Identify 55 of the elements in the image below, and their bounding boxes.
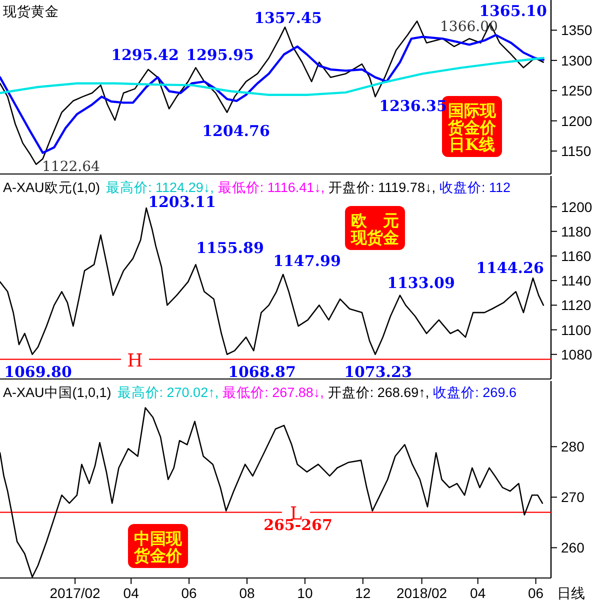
annotation: 最低价: 1116.41↓, [218, 180, 325, 195]
chart-title: A-XAU欧元(1,0) [3, 180, 100, 195]
annotation: 最高价: 1124.29↓, [106, 180, 214, 195]
annotation: 最高价: 270.02↑, [117, 385, 219, 400]
annotation: 1133.09 [387, 274, 455, 292]
y-tick-label: 1080 [561, 346, 592, 362]
x-axis-title: 日线 [557, 585, 585, 601]
x-tick-label: 2017/02 [50, 585, 101, 601]
y-tick-label: 1200 [561, 112, 592, 129]
chart-title: 现货黄金 [3, 4, 59, 19]
annotation: 欧 元现货金 [350, 211, 399, 247]
y-tick-label: 1250 [561, 82, 592, 99]
x-tick-label: 06 [181, 585, 198, 601]
y-tick-label: 1300 [561, 52, 592, 68]
y-tick-label: 280 [561, 438, 585, 455]
annotation: 1068.87 [228, 363, 296, 381]
chart-title: A-XAU中国(1,0,1) [3, 385, 112, 400]
x-tick-label: 04 [123, 585, 140, 601]
x-tick-label: 12 [355, 585, 371, 601]
annotation: 1069.80 [4, 363, 72, 381]
y-tick-label: 270 [561, 489, 585, 506]
annotation: 国际现货金价日K线 [447, 101, 497, 154]
x-tick-label: 06 [528, 585, 544, 601]
annotation: 1144.26 [476, 259, 544, 277]
x-tick-label: 2018/02 [396, 585, 448, 601]
annotation: 1203.11 [148, 193, 216, 211]
x-tick-label: 04 [470, 585, 486, 601]
y-tick-label: 1180 [561, 223, 592, 240]
y-tick-label: 1140 [561, 272, 592, 289]
y-tick-label: 1100 [561, 322, 592, 338]
annotation: 中国现货金价 [133, 529, 183, 565]
annotation: 1204.76 [202, 122, 270, 140]
annotation: 1073.23 [344, 363, 412, 381]
y-tick-label: 1120 [561, 297, 592, 314]
x-tick-label: 08 [239, 585, 255, 601]
annotation: 1122.64 [42, 159, 100, 175]
annotation: 收盘价: 269.6 [433, 385, 516, 400]
annotation: 1295.42 [111, 46, 179, 64]
y-tick-label: 260 [561, 540, 585, 556]
ref-line-label: H [127, 350, 143, 372]
annotation: 收盘价: 112 [439, 180, 510, 195]
y-tick-label: 1350 [561, 22, 592, 38]
line-series [0, 34, 544, 154]
annotation: 1147.99 [273, 252, 341, 270]
y-tick-label: 1160 [561, 248, 592, 264]
annotation: 最低价: 267.88↓, [222, 385, 324, 400]
annotation: 开盘价: 1119.78↓, [328, 180, 436, 195]
annotation: 1155.89 [196, 239, 264, 257]
y-tick-label: 1200 [561, 198, 592, 215]
annotation: 1295.95 [186, 46, 254, 64]
x-tick-label: 10 [297, 585, 313, 601]
annotation: 1365.10 [479, 2, 547, 20]
y-tick-label: 1150 [561, 143, 592, 160]
annotation: 开盘价: 268.69↑, [328, 385, 430, 400]
annotation: 1357.45 [254, 9, 322, 27]
